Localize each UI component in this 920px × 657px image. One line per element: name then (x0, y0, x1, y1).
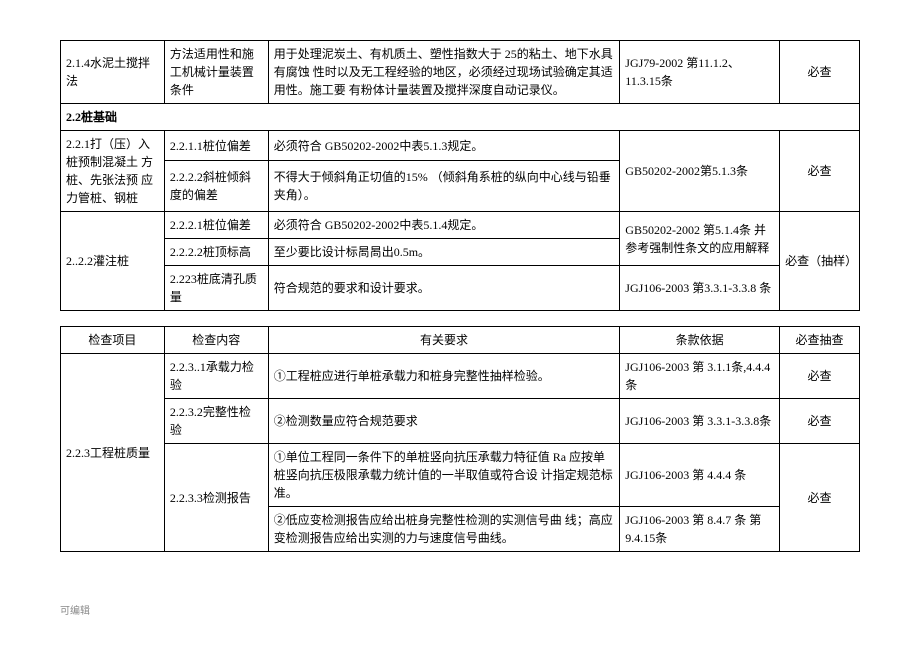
cell-requirement: ①工程桩应进行单桩承载力和桩身完整性抽样检验。 (268, 354, 620, 399)
cell-basis: JGJ106-2003 第 4.4.4 条 (620, 444, 780, 507)
cell-requirement: 不得大于倾斜角正切值的15% （倾斜角系桩的纵向中心线与铅垂夹角）。 (268, 161, 620, 212)
section-title: 2.2桩基础 (61, 104, 860, 131)
cell-check: 必查 (780, 131, 860, 212)
cell-item: 2..2.2灌注桩 (61, 212, 165, 311)
cell-content: 2.223桩底清孔质量 (164, 266, 268, 311)
cell-content: 2.2.3.3检测报告 (164, 444, 268, 552)
cell-check: 必查 (780, 354, 860, 399)
cell-basis: JGJ106-2003 第 3.3.1-3.3.8条 (620, 399, 780, 444)
cell-basis: JGJ106-2003 第 8.4.7 条 第9.4.15条 (620, 507, 780, 552)
header-check: 必查抽查 (780, 327, 860, 354)
header-content: 检查内容 (164, 327, 268, 354)
table-header-row: 检查项目 检查内容 有关要求 条款依据 必查抽查 (61, 327, 860, 354)
cell-check: 必查（抽样） (780, 212, 860, 311)
header-item: 检查项目 (61, 327, 165, 354)
cell-check: 必查 (780, 444, 860, 552)
cell-basis: JGJ79-2002 第11.1.2、11.3.15条 (620, 41, 780, 104)
cell-item: 2.2.3工程桩质量 (61, 354, 165, 552)
table-row: 2.2.3.3检测报告 ①单位工程同一条件下的单桩竖向抗压承载力特征值 Ra 应… (61, 444, 860, 507)
cell-basis: JGJ106-2003 第 3.1.1条,4.4.4条 (620, 354, 780, 399)
header-basis: 条款依据 (620, 327, 780, 354)
cell-requirement: ①单位工程同一条件下的单桩竖向抗压承载力特征值 Ra 应按单桩竖向抗压极限承载力… (268, 444, 620, 507)
cell-requirement: 必须符合 GB50202-2002中表5.1.3规定。 (268, 131, 620, 161)
cell-check: 必查 (780, 399, 860, 444)
cell-content: 2.2.1.1桩位偏差 (164, 131, 268, 161)
table-row: 2.2.3工程桩质量 2.2.3..1承载力检验 ①工程桩应进行单桩承载力和桩身… (61, 354, 860, 399)
cell-content: 2.2.2.2斜桩倾斜度的偏差 (164, 161, 268, 212)
cell-basis: GB50202-2002第5.1.3条 (620, 131, 780, 212)
cell-requirement: 必须符合 GB50202-2002中表5.1.4规定。 (268, 212, 620, 239)
inspection-table-1: 2.1.4水泥土搅拌法 方法适用性和施 工机械计量装置 条件 用于处理泥炭土、有… (60, 40, 860, 311)
cell-requirement: 符合规范的要求和设计要求。 (268, 266, 620, 311)
header-requirement: 有关要求 (268, 327, 620, 354)
table-row: 2.1.4水泥土搅拌法 方法适用性和施 工机械计量装置 条件 用于处理泥炭土、有… (61, 41, 860, 104)
table-row: 2.2.1打（压）入桩预制混凝土 方桩、先张法预 应力管桩、钢桩 2.2.1.1… (61, 131, 860, 161)
cell-requirement: ②低应变检测报告应给出桩身完整性检测的实测信号曲 线；高应变检测报告应给出实测的… (268, 507, 620, 552)
cell-item: 2.1.4水泥土搅拌法 (61, 41, 165, 104)
cell-content: 方法适用性和施 工机械计量装置 条件 (164, 41, 268, 104)
cell-check: 必查 (780, 41, 860, 104)
cell-content: 2.2.2.1桩位偏差 (164, 212, 268, 239)
table-row: 2.2.3.2完整性检验 ②检测数量应符合规范要求 JGJ106-2003 第 … (61, 399, 860, 444)
cell-content: 2.2.3.2完整性检验 (164, 399, 268, 444)
table-row: 2..2.2灌注桩 2.2.2.1桩位偏差 必须符合 GB50202-2002中… (61, 212, 860, 239)
table-row: 2.223桩底清孔质量 符合规范的要求和设计要求。 JGJ106-2003 第3… (61, 266, 860, 311)
cell-content: 2.2.2.2桩顶标高 (164, 239, 268, 266)
cell-basis: GB50202-2002 第5.1.4条 并参考强制性条文的应用解释 (620, 212, 780, 266)
cell-requirement: 用于处理泥炭土、有机质土、塑性指数大于 25的粘土、地下水具有腐蚀 性时以及无工… (268, 41, 620, 104)
inspection-table-2: 检查项目 检查内容 有关要求 条款依据 必查抽查 2.2.3工程桩质量 2.2.… (60, 326, 860, 552)
cell-basis: JGJ106-2003 第3.3.1-3.3.8 条 (620, 266, 780, 311)
cell-item: 2.2.1打（压）入桩预制混凝土 方桩、先张法预 应力管桩、钢桩 (61, 131, 165, 212)
cell-requirement: 至少要比设计标晑晑出0.5m。 (268, 239, 620, 266)
cell-content: 2.2.3..1承载力检验 (164, 354, 268, 399)
cell-requirement: ②检测数量应符合规范要求 (268, 399, 620, 444)
footer-text: 可编辑 (60, 602, 860, 617)
section-header-row: 2.2桩基础 (61, 104, 860, 131)
